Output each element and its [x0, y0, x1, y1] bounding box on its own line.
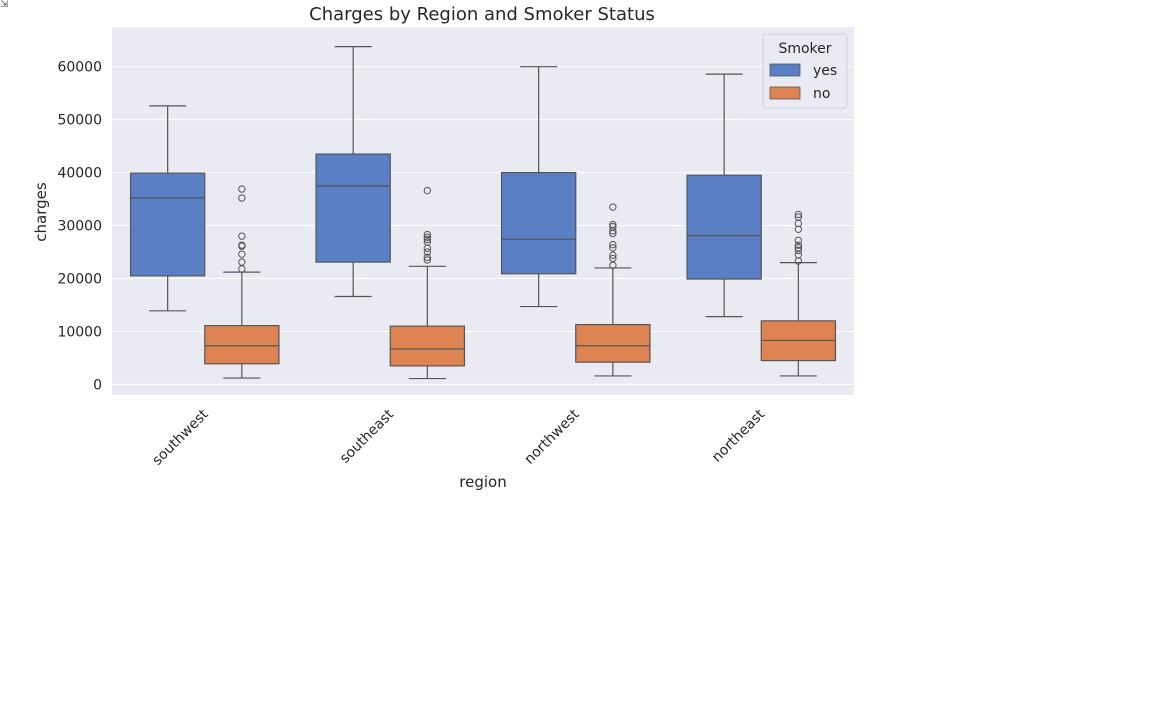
x-tick-label: northwest — [521, 406, 582, 467]
outlier-point — [609, 244, 617, 252]
x-tick-label: southeast — [337, 406, 398, 467]
outlier-point — [794, 213, 803, 221]
outlier-point — [423, 230, 432, 239]
y-axis-label: charges — [32, 182, 50, 242]
legend-swatch-yes — [769, 63, 801, 77]
box-iqr — [500, 172, 577, 275]
outlier-point — [238, 241, 246, 249]
outlier-point — [794, 246, 803, 255]
outlier-point — [609, 203, 617, 211]
box-layer — [129, 45, 837, 380]
outlier-point — [794, 236, 803, 245]
outlier-point — [423, 253, 432, 262]
outlier-point — [609, 251, 617, 259]
y-tick-label: 0 — [93, 377, 102, 393]
outlier-point — [238, 258, 246, 266]
y-tick-label: 30000 — [57, 219, 102, 235]
outlier-point — [423, 186, 432, 195]
box-yes-southeast — [315, 45, 391, 298]
y-tick-label: 20000 — [57, 272, 102, 288]
outlier-point — [423, 233, 432, 241]
y-axis-ticks: 0 10000 20000 30000 40000 50000 60000 — [57, 60, 102, 394]
x-tick-label: northeast — [709, 406, 768, 465]
box-no-southwest — [204, 185, 280, 379]
box-iqr — [315, 153, 391, 263]
legend: Smoker yes no — [762, 33, 848, 109]
outlier-point — [794, 241, 803, 249]
outlier-point — [238, 232, 246, 240]
outlier-point — [238, 185, 246, 193]
outlier-point — [423, 238, 432, 246]
outlier-point — [609, 240, 617, 249]
box-yes-southwest — [129, 105, 206, 312]
outlier-point — [609, 222, 617, 231]
outlier-point — [423, 235, 432, 244]
box-yes-northwest — [500, 66, 577, 308]
legend-title: Smoker — [778, 41, 831, 57]
outlier-point — [794, 210, 803, 219]
x-tick-label: southwest — [149, 406, 212, 469]
y-tick-label: 50000 — [57, 113, 102, 129]
y-tick-label: 40000 — [57, 166, 102, 182]
outlier-point — [609, 220, 617, 229]
box-iqr — [204, 325, 280, 365]
box-iqr — [575, 323, 651, 363]
outlier-point — [238, 194, 246, 202]
box-no-northwest — [575, 203, 651, 377]
legend-label-no: no — [813, 86, 830, 102]
box-yes-northeast — [686, 73, 762, 318]
outlier-point — [423, 256, 432, 264]
box-no-northeast — [760, 210, 837, 377]
outlier-point — [794, 244, 803, 252]
y-tick-label: 10000 — [57, 324, 102, 340]
x-axis-label: region — [459, 473, 506, 491]
box-iqr — [686, 174, 762, 280]
legend-swatch-no — [769, 86, 801, 100]
box-no-southeast — [389, 186, 466, 380]
outlier-point — [238, 250, 246, 258]
x-axis-ticks: southwest southeast northwest northeast — [149, 406, 768, 469]
box-iqr — [129, 172, 206, 277]
outlier-point — [423, 248, 432, 256]
output-toggle-icon[interactable]: ⇲ — [0, 0, 9, 10]
outlier-point — [609, 254, 617, 263]
box-iqr — [389, 325, 466, 367]
outlier-point — [794, 225, 803, 233]
y-tick-label: 60000 — [57, 60, 102, 76]
legend-label-yes: yes — [813, 63, 837, 79]
chart-title: Charges by Region and Smoker Status — [309, 4, 655, 25]
